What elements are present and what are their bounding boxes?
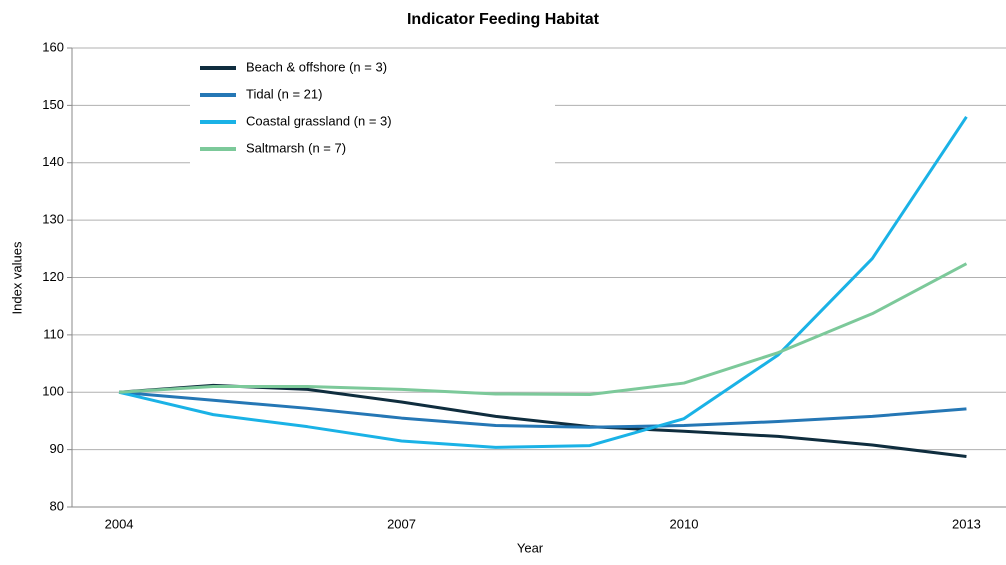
y-tick-label: 130 — [42, 212, 64, 227]
line — [118, 116, 968, 449]
x-tick-label: 2004 — [105, 516, 134, 531]
legend-label: Coastal grassland (n = 3) — [246, 113, 392, 128]
y-tick-label: 150 — [42, 97, 64, 112]
legend-label: Tidal (n = 21) — [246, 86, 322, 101]
line — [118, 262, 968, 397]
y-tick-label: 100 — [42, 384, 64, 399]
x-tick-label: 2007 — [387, 516, 416, 531]
y-tick-label: 120 — [42, 269, 64, 284]
legend-label: Saltmarsh (n = 7) — [246, 140, 346, 155]
legend-label: Beach & offshore (n = 3) — [246, 59, 387, 74]
y-tick-label: 110 — [43, 326, 64, 341]
x-tick-label: 2010 — [670, 516, 699, 531]
line — [118, 390, 967, 429]
y-tick-label: 140 — [42, 154, 64, 169]
y-tick-label: 80 — [50, 498, 64, 513]
x-axis-label: Year — [517, 540, 544, 555]
y-tick-label: 90 — [50, 441, 64, 456]
y-axis-label: Index values — [9, 241, 24, 314]
y-tick-label: 160 — [42, 39, 64, 54]
legend-box — [190, 55, 555, 170]
x-tick-label: 2013 — [952, 516, 981, 531]
chart-title: Indicator Feeding Habitat — [407, 11, 600, 28]
